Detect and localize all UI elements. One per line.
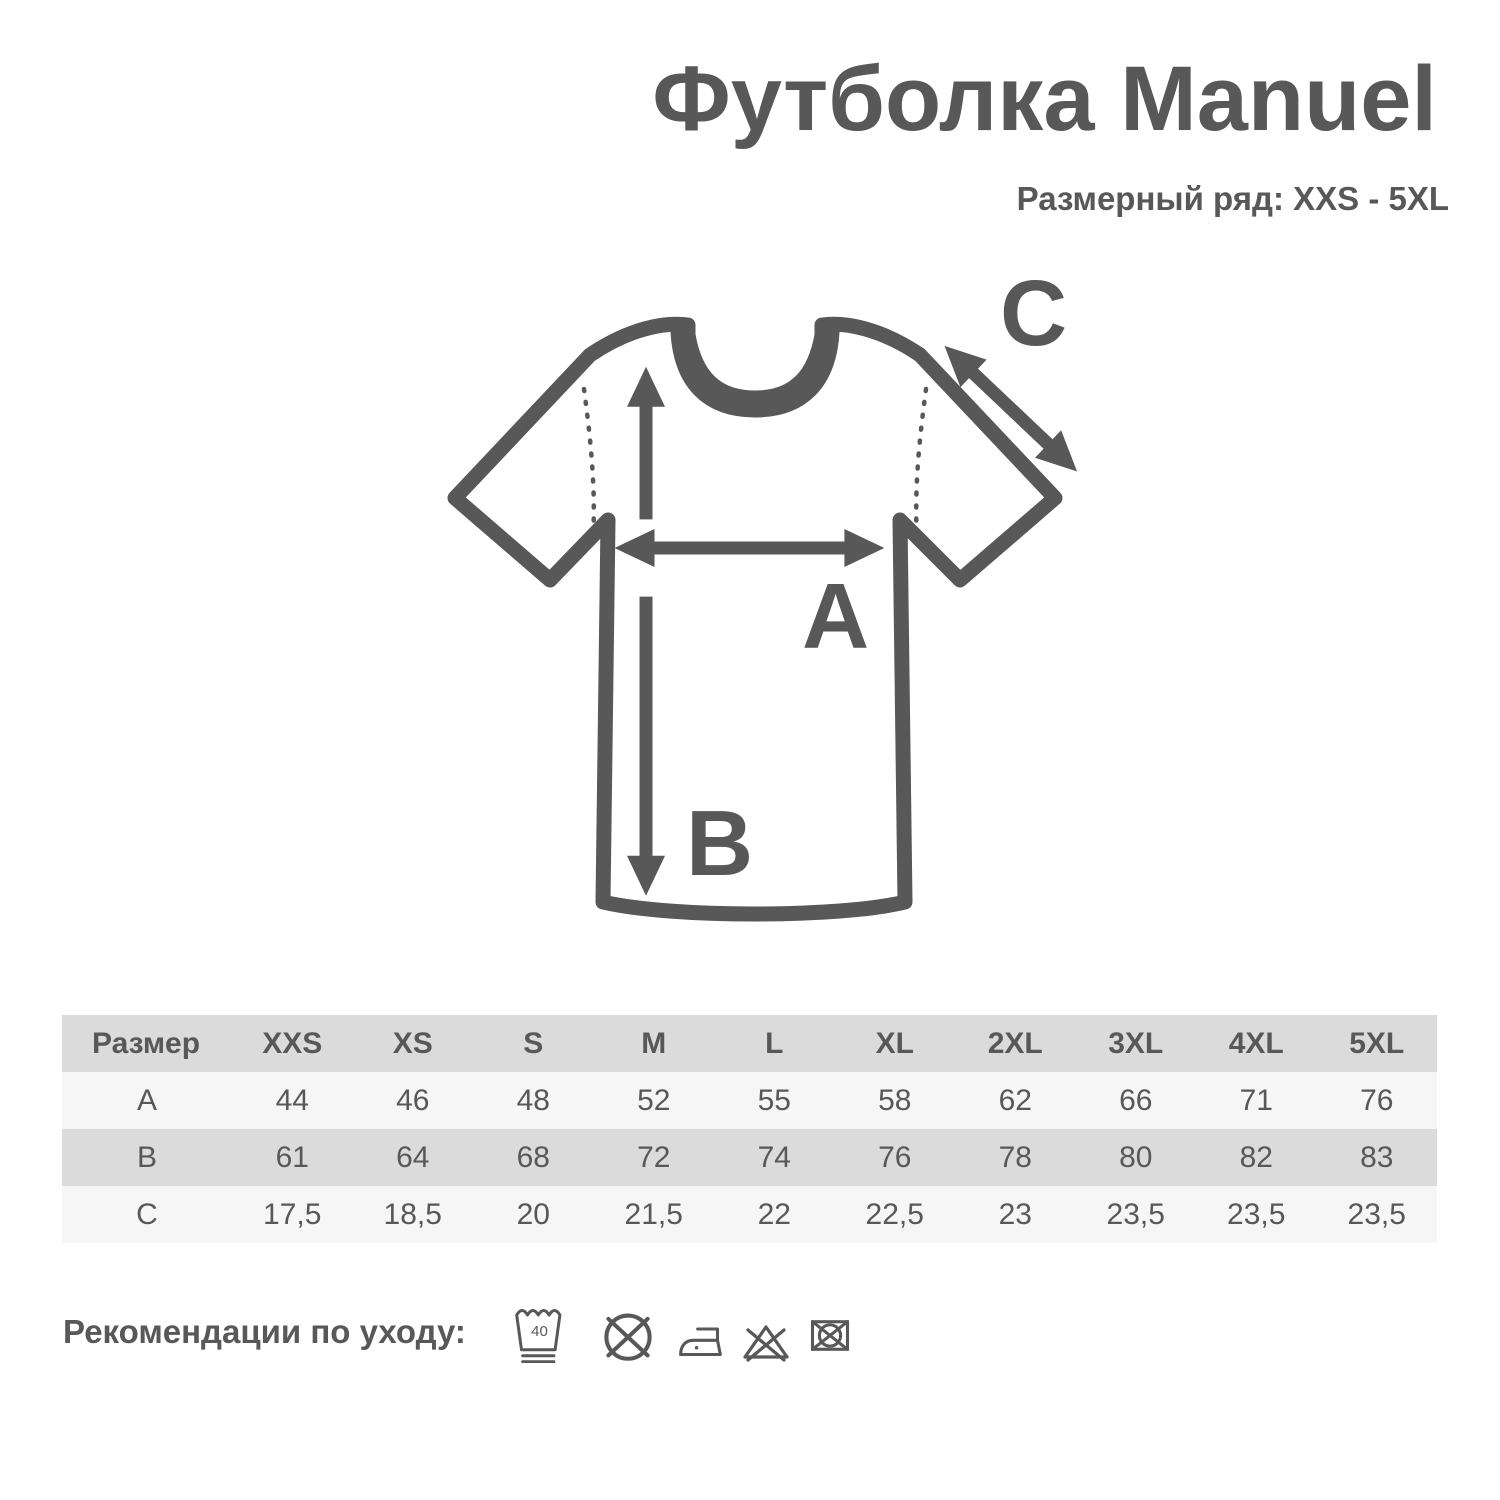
svg-text:A: A xyxy=(802,564,869,668)
svg-text:B: B xyxy=(686,791,753,895)
svg-text:C: C xyxy=(1000,261,1067,365)
